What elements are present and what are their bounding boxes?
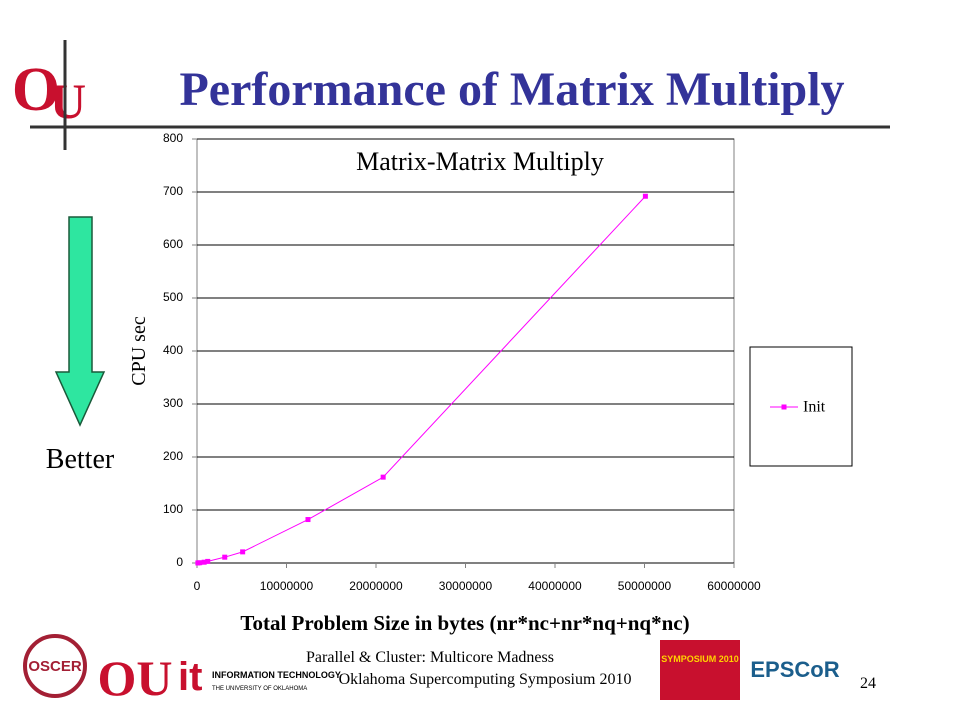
symposium-logo	[660, 640, 740, 700]
oscer-logo	[23, 634, 87, 698]
x-tick-label: 50000000	[618, 579, 672, 593]
footer-line: Oklahoma Supercomputing Symposium 2010	[339, 671, 632, 688]
x-tick-label: 20000000	[349, 579, 403, 593]
arrow-label: Better	[46, 444, 115, 475]
it-logo-sub: THE UNIVERSITY OF OKLAHOMA	[212, 686, 307, 692]
x-tick-label: 60000000	[707, 579, 761, 593]
y-axis-label: CPU sec	[128, 316, 150, 386]
page-number: 24	[860, 675, 876, 692]
y-tick-label: 500	[163, 290, 183, 304]
x-tick-label: 40000000	[528, 579, 582, 593]
x-tick-label: 10000000	[260, 579, 314, 593]
y-tick-label: 300	[163, 396, 183, 410]
y-tick-label: 400	[163, 343, 183, 357]
legend-label: Init	[803, 399, 826, 416]
oscer-logo-text: OSCER	[28, 658, 82, 675]
x-axis-label: Total Problem Size in bytes (nr*nc+nr*nq…	[240, 611, 689, 635]
point	[642, 193, 648, 199]
footer-line: Parallel & Cluster: Multicore Madness	[306, 649, 554, 666]
point	[380, 474, 386, 480]
y-tick-label: 800	[163, 131, 183, 145]
x-tick-label: 30000000	[439, 579, 493, 593]
legend-swatch	[781, 404, 787, 410]
ou-logo: U	[50, 73, 86, 129]
legend-box	[749, 346, 853, 467]
point	[201, 559, 207, 565]
slide-title: Performance of Matrix Multiply	[179, 63, 844, 116]
it-logo-text: INFORMATION TECHNOLOGY	[212, 670, 341, 680]
y-tick-label: 600	[163, 237, 183, 251]
y-tick-label: 200	[163, 449, 183, 463]
chart-title: Matrix-Matrix Multiply	[356, 147, 604, 176]
y-tick-label: 100	[163, 502, 183, 516]
it-logo: it	[178, 655, 202, 699]
ou-logo: O	[12, 56, 60, 124]
epscor-logo: EPSCoR	[750, 657, 839, 682]
ou-logo-footer: OU	[98, 650, 173, 706]
point	[197, 560, 203, 566]
symposium-logo-text: SYMPOSIUM 2010	[661, 654, 739, 664]
x-tick-label: 0	[194, 579, 201, 593]
y-tick-label: 700	[163, 184, 183, 198]
point	[305, 517, 311, 523]
point	[240, 549, 246, 555]
y-tick-label: 0	[176, 555, 183, 569]
point	[222, 554, 228, 560]
point	[205, 558, 211, 564]
arrow	[54, 216, 106, 427]
